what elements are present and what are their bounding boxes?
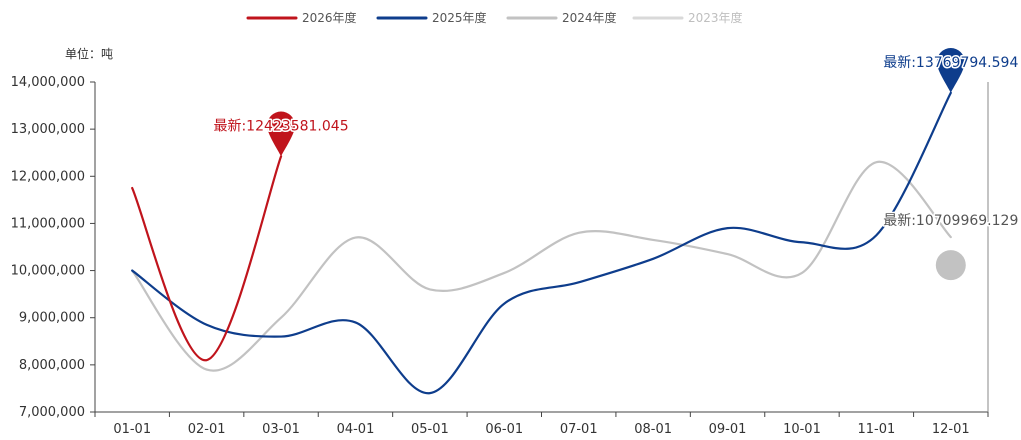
- marker-label: 最新:12423581.045: [213, 119, 348, 135]
- legend-label: 2025年度: [432, 10, 487, 25]
- y-tick-label: 11,000,000: [11, 216, 85, 231]
- axes: 7,000,000 8,000,000 9,000,000 10,000,000 11,…: [11, 75, 989, 437]
- x-tick-label: 11-01: [857, 422, 895, 436]
- marker-label: 最新:13769794.594: [883, 55, 1018, 71]
- x-tick-label: 06-01: [485, 422, 523, 436]
- x-tick-label: 12-01: [932, 422, 970, 436]
- legend-item-2023[interactable]: 2023年度: [632, 10, 743, 25]
- x-tick-label: 03-01: [262, 422, 300, 436]
- series-line-2025: [131, 91, 952, 395]
- series-line-2026: [131, 155, 283, 362]
- legend-item-2024[interactable]: 2024年度: [506, 10, 617, 25]
- x-tick-label: 05-01: [411, 422, 449, 436]
- marker-label: 最新:10709969.129: [883, 213, 1018, 229]
- marker-layer: 最新:12423581.045 最新:13769794.594 最新:1070996…: [212, 48, 1020, 281]
- latest-marker-2026: 最新:12423581.045: [212, 111, 350, 157]
- legend-label: 2023年度: [688, 10, 743, 25]
- y-tick-label: 10,000,000: [11, 264, 85, 279]
- unit-label: 单位：吨: [65, 46, 113, 61]
- latest-marker-2025: 最新:13769794.594: [882, 48, 1020, 93]
- y-tick-label: 8,000,000: [19, 358, 85, 373]
- y-tick-label: 14,000,000: [11, 75, 85, 90]
- y-tick-label: 13,000,000: [11, 122, 85, 137]
- marker-pin: [936, 48, 965, 93]
- legend-item-2025[interactable]: 2025年度: [376, 10, 487, 25]
- x-tick-label: 07-01: [560, 422, 598, 436]
- series-line-2024: [131, 161, 952, 372]
- x-tick-label: 02-01: [188, 422, 226, 436]
- x-tick-label: 04-01: [337, 422, 375, 436]
- legend[interactable]: 2026年度 2025年度 2024年度 2023年度: [246, 10, 743, 25]
- series-layer: [131, 91, 952, 395]
- marker-bubble: [935, 250, 966, 281]
- x-tick-label: 09-01: [709, 422, 747, 436]
- y-tick-label: 12,000,000: [11, 169, 85, 184]
- legend-label: 2026年度: [302, 10, 357, 25]
- latest-marker-2024: 最新:10709969.129: [882, 212, 1020, 281]
- x-tick-label: 10-01: [783, 422, 821, 436]
- legend-item-2026[interactable]: 2026年度: [246, 10, 357, 25]
- legend-label: 2024年度: [562, 10, 617, 25]
- marker-pin: [267, 111, 296, 157]
- y-tick-label: 7,000,000: [19, 405, 85, 420]
- x-tick-label: 01-01: [113, 422, 151, 436]
- y-tick-label: 9,000,000: [19, 311, 85, 326]
- x-tick-label: 08-01: [634, 422, 672, 436]
